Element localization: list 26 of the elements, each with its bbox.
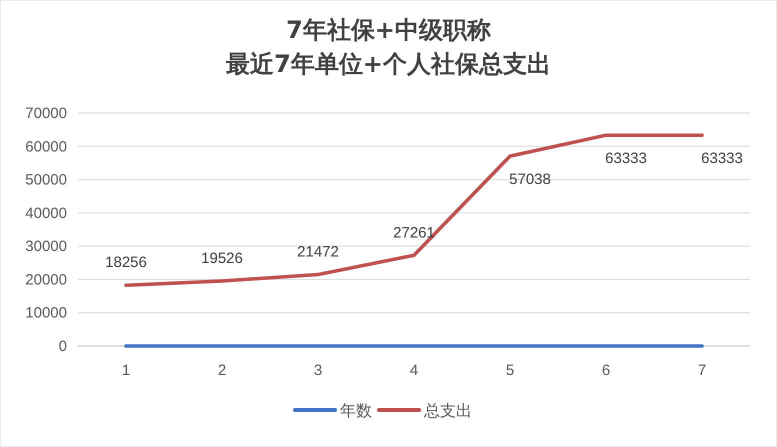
y-tick-label: 50000 xyxy=(25,172,67,189)
data-label: 18256 xyxy=(105,254,147,272)
chart-subtitle: 最近7年单位+个人社保总支出 xyxy=(225,50,551,78)
y-tick-label: 20000 xyxy=(25,271,67,288)
x-tick-label: 7 xyxy=(698,362,706,379)
data-label: 27261 xyxy=(393,224,435,242)
data-label: 19526 xyxy=(201,250,243,268)
legend-label: 年数 xyxy=(340,401,372,420)
y-tick-label: 10000 xyxy=(25,304,67,322)
x-tick-label: 4 xyxy=(410,362,418,379)
data-label: 63333 xyxy=(701,150,743,168)
data-label: 57038 xyxy=(509,171,551,188)
y-tick-label: 30000 xyxy=(25,238,67,256)
x-tick-label: 3 xyxy=(314,362,322,379)
x-tick-label: 6 xyxy=(602,362,610,379)
chart-title: 7年社保+中级职称 xyxy=(286,16,491,44)
y-tick-label: 70000 xyxy=(25,105,67,122)
x-tick-label: 2 xyxy=(218,362,226,379)
x-tick-label: 5 xyxy=(506,362,514,379)
y-tick-label: 60000 xyxy=(25,138,67,156)
y-tick-label: 40000 xyxy=(25,204,67,222)
data-label: 21472 xyxy=(297,244,339,261)
legend-label: 总支出 xyxy=(423,401,472,420)
y-tick-label: 0 xyxy=(58,338,67,355)
x-tick-label: 1 xyxy=(122,362,130,379)
data-label: 63333 xyxy=(605,150,647,168)
